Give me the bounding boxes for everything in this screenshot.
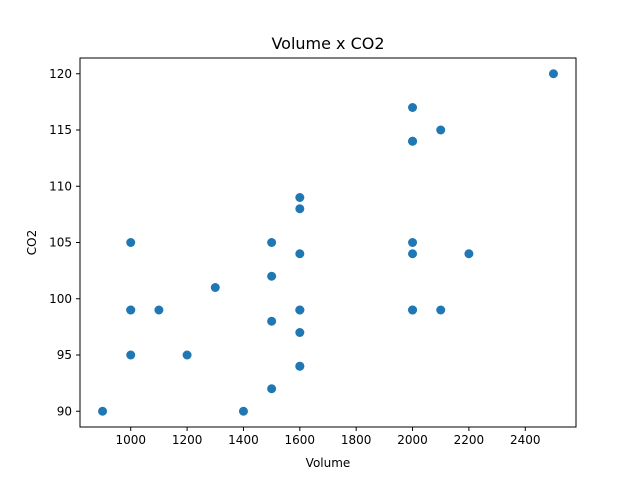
data-point	[295, 249, 305, 259]
data-point	[267, 271, 277, 281]
x-tick-label: 2200	[454, 433, 485, 447]
data-point	[238, 406, 248, 416]
y-axis-ticks: 90 95 100 105 110 115 120	[49, 67, 80, 418]
data-point	[295, 305, 305, 315]
data-point	[408, 238, 418, 247]
data-point	[154, 305, 164, 315]
data-point	[295, 361, 305, 371]
data-point	[295, 193, 305, 202]
y-axis-label: CO2	[25, 230, 39, 255]
x-tick-label: 1200	[172, 433, 203, 447]
data-point	[408, 305, 418, 315]
data-point	[408, 136, 418, 146]
y-tick-label: 120	[49, 67, 72, 81]
chart-title: Volume x CO2	[271, 34, 384, 53]
y-tick-label: 105	[49, 236, 72, 250]
y-tick-label: 90	[57, 404, 72, 418]
data-point	[98, 406, 108, 416]
data-points	[98, 69, 558, 416]
data-point	[408, 103, 418, 112]
x-tick-label: 1000	[115, 433, 146, 447]
y-tick-label: 100	[49, 292, 72, 306]
x-tick-label: 2400	[510, 433, 541, 447]
data-point	[436, 305, 446, 315]
y-tick-label: 115	[49, 123, 72, 137]
data-point	[464, 249, 474, 259]
x-axis-label: Volume	[306, 456, 351, 470]
data-point	[295, 328, 305, 337]
y-tick-label: 95	[57, 348, 72, 362]
data-point	[548, 69, 558, 79]
x-tick-label: 1800	[341, 433, 372, 447]
x-tick-label: 1400	[228, 433, 259, 447]
data-point	[126, 305, 136, 315]
data-point	[182, 350, 192, 360]
data-point	[436, 125, 446, 135]
data-point	[408, 249, 418, 259]
data-point	[126, 238, 136, 247]
x-axis-ticks: 1000 1200 1400 1600 1800 2000 2200 2400	[115, 427, 541, 447]
y-tick-label: 110	[49, 179, 72, 193]
data-point	[267, 238, 277, 247]
x-tick-label: 2000	[397, 433, 428, 447]
data-point	[295, 204, 305, 214]
data-point	[126, 350, 136, 360]
x-tick-label: 1600	[285, 433, 316, 447]
data-point	[267, 384, 277, 394]
data-point	[210, 283, 220, 292]
data-point	[267, 316, 277, 326]
